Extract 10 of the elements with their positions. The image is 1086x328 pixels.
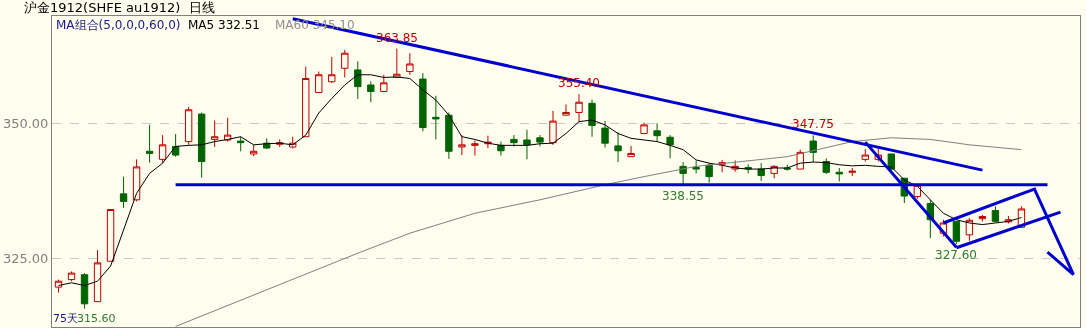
annotation: 347.75	[792, 117, 834, 131]
annotation: 327.60	[935, 248, 977, 262]
annotation: 75天	[53, 312, 78, 325]
annotation: 338.55	[662, 189, 704, 203]
y-tick-label: 350.00	[2, 115, 49, 131]
chart-title: 沪金1912(SHFE au1912) 日线	[24, 0, 215, 15]
annotation: MA5 332.51	[188, 18, 260, 32]
y-tick-label: 325.00	[2, 250, 49, 266]
annotation: 315.60	[77, 312, 116, 325]
chart-subtitle: MA组合(5,0,0,0,60,0)	[56, 18, 181, 32]
